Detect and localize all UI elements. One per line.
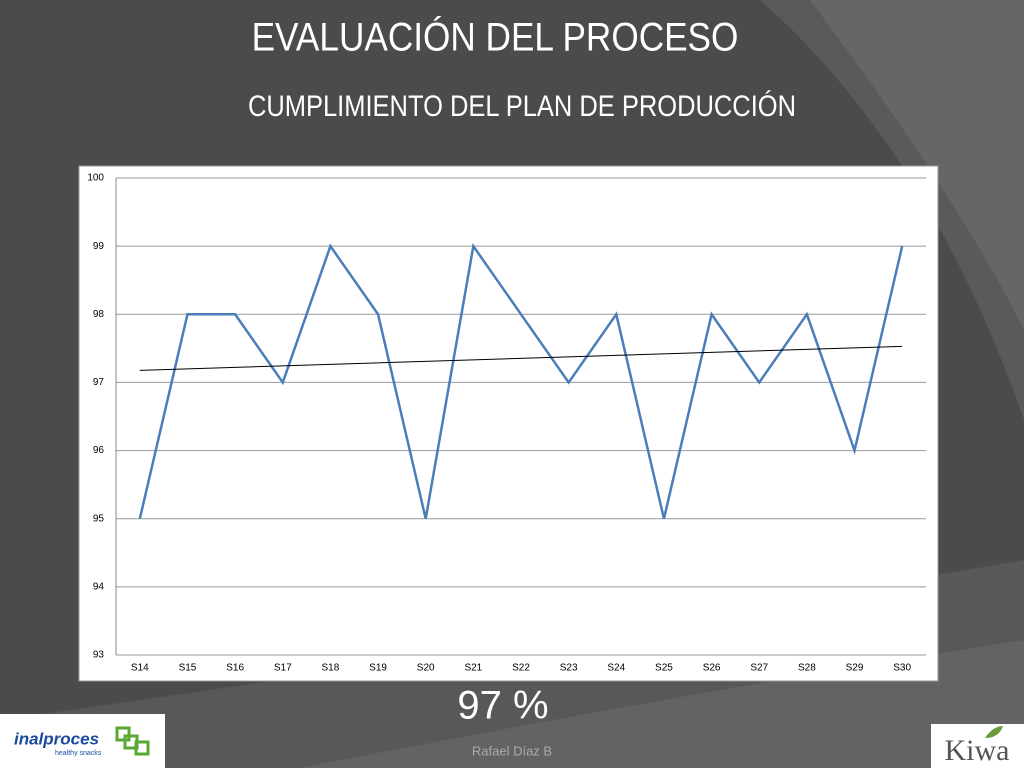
x-tick-label: S14: [131, 663, 149, 674]
x-tick-label: S25: [655, 663, 673, 674]
title: EVALUACIÓN DEL PROCESO: [252, 14, 739, 59]
y-tick-label: 93: [93, 650, 105, 661]
x-tick-label: S27: [750, 663, 768, 674]
y-tick-label: 96: [93, 445, 105, 456]
x-tick-label: S29: [846, 663, 864, 674]
logo-right-box: [931, 724, 1024, 768]
x-tick-label: S20: [417, 663, 435, 674]
x-tick-label: S26: [703, 663, 721, 674]
x-tick-label: S19: [369, 663, 387, 674]
logo-left-name: inalproces: [14, 729, 99, 748]
subtitle: CUMPLIMIENTO DEL PLAN DE PRODUCCIÓN: [248, 89, 796, 122]
bg-curve: [810, 0, 1024, 330]
chart-area: [78, 165, 939, 682]
logo-right: Kiwa: [945, 734, 1010, 767]
trendline: [139, 345, 903, 371]
plot: 93 94 95 96 97 98 99 100 S14 S15 S16 S17 S18 S19 S20 S2…: [87, 173, 926, 674]
logo-leaf: [985, 726, 1003, 738]
x-tick-label: S18: [322, 663, 340, 674]
data-line: [138, 242, 904, 519]
footer: Rafael Díaz B: [472, 743, 552, 758]
x-tick-label: S23: [560, 663, 578, 674]
x-tick-label: S15: [179, 663, 197, 674]
x-tick-label: S16: [226, 663, 244, 674]
x-tick-label: S24: [607, 663, 625, 674]
x-tick-label: S17: [274, 663, 292, 674]
annotation: 97 %: [457, 684, 548, 728]
x-tick-label: S30: [893, 663, 911, 674]
logo-left-tagline: healthy snacks: [55, 750, 102, 757]
x-tick-label: S28: [798, 663, 816, 674]
y-tick-label: 97: [93, 377, 105, 388]
y-tick-label: 95: [93, 513, 105, 524]
logo-icon: [115, 726, 150, 756]
y-tick-label: 98: [93, 309, 105, 320]
x-tick-label: S21: [464, 663, 482, 674]
y-tick-label: 94: [93, 581, 105, 592]
y-tick-label: 99: [93, 241, 105, 252]
x-tick-label: S22: [512, 663, 530, 674]
y-tick-label: 100: [87, 173, 104, 184]
